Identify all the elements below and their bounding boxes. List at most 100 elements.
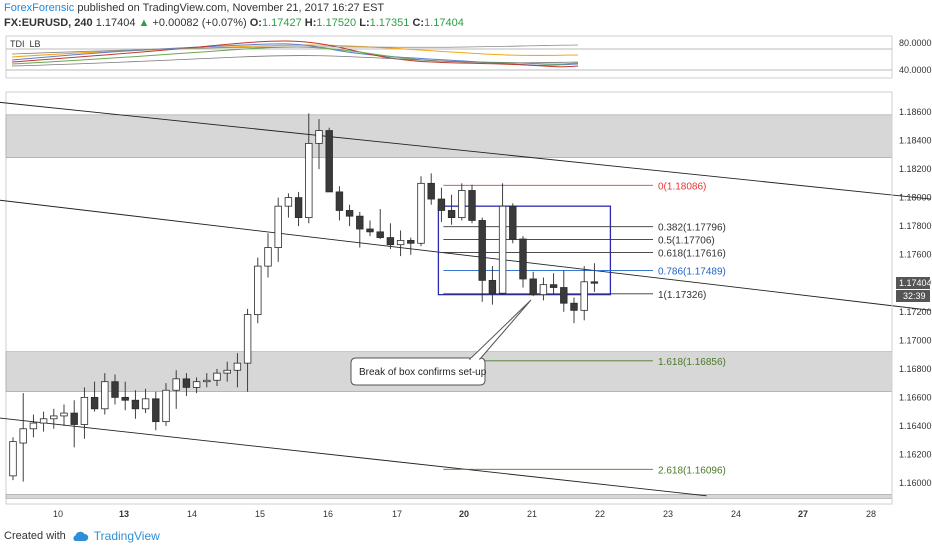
candle-31[interactable] xyxy=(315,119,323,170)
candle-58[interactable] xyxy=(590,263,599,292)
trendline-1[interactable] xyxy=(0,96,932,200)
candle-56[interactable] xyxy=(570,297,578,324)
candle-25[interactable] xyxy=(254,257,262,324)
candle-body xyxy=(70,412,78,425)
candle-20[interactable] xyxy=(203,373,211,388)
high-label: H: xyxy=(304,17,317,29)
candle-16[interactable] xyxy=(162,383,170,426)
tradingview-brand[interactable]: TradingView xyxy=(93,529,160,543)
candle-42[interactable] xyxy=(427,173,435,205)
candle-14[interactable] xyxy=(141,388,150,414)
candle-19[interactable] xyxy=(192,377,201,394)
candle-body xyxy=(50,415,58,420)
candle-21[interactable] xyxy=(213,368,221,386)
candle-body xyxy=(162,389,170,423)
candle-55[interactable] xyxy=(560,270,568,312)
candle-48[interactable] xyxy=(488,266,497,305)
candle-41[interactable] xyxy=(417,176,425,247)
candle-52[interactable] xyxy=(529,271,537,297)
fib-box[interactable] xyxy=(437,205,612,296)
candle-body xyxy=(580,281,588,311)
candle-body xyxy=(366,228,374,233)
candle-17[interactable] xyxy=(172,370,180,409)
fib-label-0.786: 0.786(1.17489) xyxy=(658,267,726,278)
candle-5[interactable] xyxy=(50,408,58,429)
candle-body xyxy=(90,396,99,410)
candle-23[interactable] xyxy=(233,353,242,388)
candle-body xyxy=(376,231,384,238)
candle-body xyxy=(203,379,211,383)
fib-label-0.618: 0.618(1.17616) xyxy=(658,248,726,259)
candle-47[interactable] xyxy=(478,217,486,302)
candle-15[interactable] xyxy=(152,391,160,431)
candle-body xyxy=(539,284,548,296)
candle-49[interactable] xyxy=(498,183,507,295)
trendline-2[interactable] xyxy=(0,193,932,311)
candle-body xyxy=(305,142,313,218)
candle-51[interactable] xyxy=(519,236,527,288)
candle-18[interactable] xyxy=(182,373,191,396)
open-value: 1.17427 xyxy=(261,17,302,29)
candle-body xyxy=(172,378,180,391)
candle-53[interactable] xyxy=(539,277,548,301)
candle-3[interactable] xyxy=(29,414,38,438)
publisher-name[interactable]: ForexForensic xyxy=(4,2,75,14)
candle-38[interactable] xyxy=(386,223,395,249)
candle-body xyxy=(39,418,48,424)
candle-39[interactable] xyxy=(396,230,405,257)
price-tick-1.16400: 1.16400 xyxy=(899,421,932,431)
candle-45[interactable] xyxy=(458,183,466,221)
price-tick-1.17000: 1.17000 xyxy=(899,335,932,345)
candle-34[interactable] xyxy=(345,204,354,227)
candle-50[interactable] xyxy=(509,203,517,244)
candle-13[interactable] xyxy=(131,390,140,419)
candle-32[interactable] xyxy=(325,127,333,193)
candle-body xyxy=(386,237,395,246)
candle-body xyxy=(294,197,303,218)
candle-40[interactable] xyxy=(407,237,415,255)
candle-body xyxy=(509,205,517,240)
candle-30[interactable] xyxy=(305,113,313,224)
candle-body xyxy=(192,381,201,388)
candle-body xyxy=(468,190,476,221)
candle-24[interactable] xyxy=(243,308,252,392)
candle-10[interactable] xyxy=(101,373,109,415)
countdown-tag xyxy=(896,290,930,302)
candle-26[interactable] xyxy=(264,233,272,278)
candle-body xyxy=(101,381,109,410)
candle-54[interactable] xyxy=(549,273,558,295)
candle-29[interactable] xyxy=(294,191,303,227)
candle-46[interactable] xyxy=(468,184,476,224)
fib-label-0.382: 0.382(1.17796) xyxy=(658,223,726,234)
candle-35[interactable] xyxy=(356,211,364,248)
candle-44[interactable] xyxy=(447,194,456,225)
candle-28[interactable] xyxy=(284,193,293,218)
candle-1[interactable] xyxy=(9,437,17,481)
candle-9[interactable] xyxy=(90,381,99,412)
candle-27[interactable] xyxy=(274,197,282,262)
candle-body xyxy=(396,240,405,246)
price-tick-1.17600: 1.17600 xyxy=(899,250,932,260)
candle-37[interactable] xyxy=(376,209,384,239)
ohlc-line: FX:EURUSD, 240 1.17404 ▲ +0.00082 (+0.07… xyxy=(4,17,464,29)
candle-4[interactable] xyxy=(39,411,48,432)
candle-body xyxy=(437,198,446,211)
candle-36[interactable] xyxy=(366,220,374,237)
candle-7[interactable] xyxy=(70,400,78,448)
open-label: O: xyxy=(249,17,262,29)
price-tick-1.18200: 1.18200 xyxy=(899,164,932,174)
candle-43[interactable] xyxy=(437,187,446,222)
candle-33[interactable] xyxy=(335,186,344,221)
candle-22[interactable] xyxy=(223,361,231,382)
candle-12[interactable] xyxy=(121,381,129,411)
published-text: published on TradingView.com, November 2… xyxy=(77,2,385,14)
callout-annotation[interactable]: Break of box confirms set-up xyxy=(350,299,532,386)
trendline-3[interactable] xyxy=(0,412,707,497)
candle-8[interactable] xyxy=(80,387,89,439)
low-value: 1.17351 xyxy=(369,17,410,29)
candle-6[interactable] xyxy=(60,404,68,426)
candle-11[interactable] xyxy=(111,374,119,405)
candle-57[interactable] xyxy=(580,266,588,321)
candle-2[interactable] xyxy=(19,393,27,482)
